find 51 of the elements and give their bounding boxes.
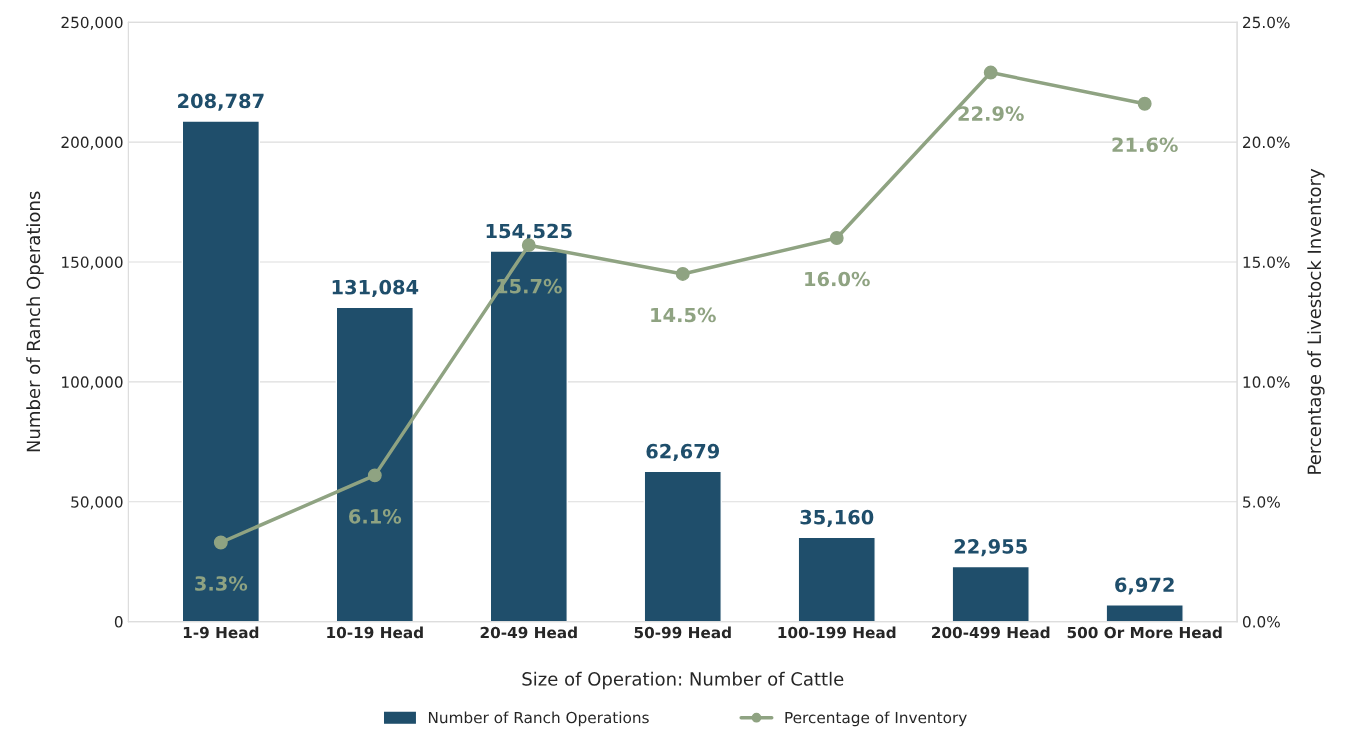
y2-tick-label: 0.0% — [1242, 616, 1280, 628]
x-tick-label: 50-99 Head — [634, 626, 731, 639]
data-label: 208,787 — [178, 93, 264, 111]
x-tick-label: 500 Or More Head — [1067, 626, 1222, 639]
bar — [181, 120, 261, 622]
legend-label: Number of Ranch Operations — [428, 711, 649, 727]
data-label: 21.6% — [1112, 137, 1178, 153]
point — [1137, 96, 1152, 111]
x-tick-label: 1-9 Head — [183, 626, 259, 639]
data-label: 22.9% — [958, 106, 1024, 121]
y2-tick-label: 25.0% — [1243, 16, 1290, 29]
data-label: 131,084 — [332, 279, 419, 298]
y-tick-label: 0 — [114, 616, 123, 628]
point — [367, 468, 382, 483]
y-tick-label: 250,000 — [61, 16, 123, 30]
point — [213, 535, 228, 550]
data-label: 3.3% — [195, 576, 248, 591]
x-tick-label: 10-19 Head — [327, 626, 423, 639]
bar — [489, 250, 568, 622]
data-label: 14.5% — [651, 307, 716, 323]
x-tick-label: 200-499 Head — [932, 626, 1050, 639]
y2-tick-label: 20.0% — [1243, 136, 1290, 149]
data-label: 35,160 — [800, 509, 874, 528]
y2-tick-label: 5.0% — [1243, 496, 1280, 508]
x-tick-label: 20-49 Head — [480, 626, 577, 639]
data-label: 6.1% — [349, 509, 402, 524]
bar — [797, 536, 876, 622]
y-tick-label: 200,000 — [61, 136, 123, 150]
data-label: 154,525 — [486, 223, 572, 241]
x-tick-label: 100-199 Head — [778, 626, 896, 639]
y-tick-label: 100,000 — [62, 376, 123, 390]
data-label: 62,679 — [646, 443, 720, 462]
legend-label: Percentage of Inventory — [785, 711, 967, 727]
bar — [335, 306, 414, 622]
bar — [1105, 604, 1184, 622]
point — [829, 231, 844, 245]
point — [675, 267, 690, 281]
y2-tick-label: 15.0% — [1243, 256, 1290, 268]
y2-axis-title: Percentage of Livestock Inventory — [1307, 168, 1325, 474]
data-label: 6,972 — [1115, 577, 1174, 595]
point — [521, 238, 536, 253]
bar — [951, 565, 1030, 622]
y-tick-label: 150,000 — [62, 256, 123, 270]
y-tick-label: 50,000 — [71, 496, 123, 510]
bar — [643, 470, 722, 622]
y-axis-title: Number of Ranch Operations — [26, 191, 44, 452]
x-axis-title: Size of Operation: Number of Cattle — [522, 671, 844, 690]
point — [983, 65, 998, 80]
data-label: 16.0% — [805, 271, 870, 287]
y2-tick-label: 10.0% — [1243, 376, 1290, 388]
data-label: 22,955 — [954, 539, 1027, 557]
